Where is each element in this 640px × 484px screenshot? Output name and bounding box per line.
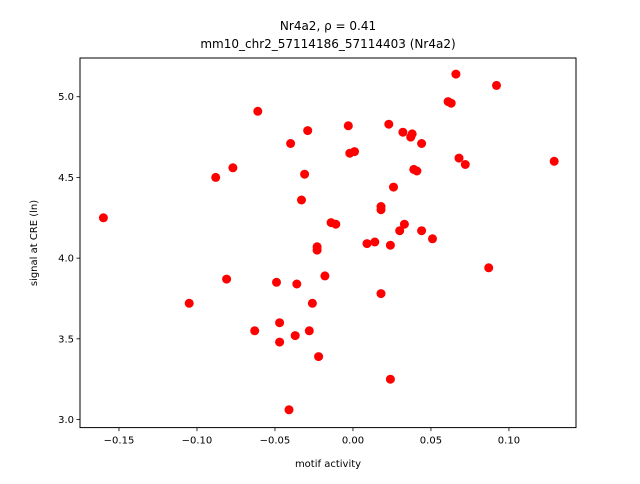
data-point bbox=[98, 213, 108, 223]
data-point bbox=[275, 337, 285, 347]
x-axis-label: motif activity bbox=[295, 459, 361, 470]
x-tick-label: −0.10 bbox=[182, 436, 213, 447]
data-point bbox=[290, 331, 300, 341]
data-point bbox=[407, 129, 417, 139]
data-point bbox=[275, 318, 285, 328]
data-point bbox=[376, 205, 386, 215]
data-point bbox=[384, 119, 394, 129]
data-point bbox=[454, 153, 464, 163]
y-tick-label: 3.5 bbox=[58, 334, 74, 345]
data-point bbox=[350, 147, 359, 157]
data-point bbox=[253, 106, 263, 116]
data-point bbox=[362, 239, 372, 249]
data-point bbox=[412, 166, 422, 176]
data-point bbox=[385, 240, 395, 250]
data-point bbox=[312, 245, 322, 255]
data-point bbox=[184, 298, 194, 308]
plot-frame bbox=[79, 57, 577, 429]
data-point bbox=[370, 237, 380, 247]
data-point bbox=[399, 219, 409, 229]
data-point bbox=[228, 163, 238, 173]
data-point bbox=[376, 289, 386, 299]
data-point bbox=[250, 326, 260, 336]
data-point bbox=[284, 405, 294, 415]
x-axis-ticks: −0.15 −0.10 −0.05 0.00 0.05 0.10 bbox=[104, 427, 520, 447]
y-tick-label: 5.0 bbox=[58, 92, 74, 103]
data-point bbox=[286, 139, 296, 148]
x-tick-label: −0.05 bbox=[260, 436, 291, 447]
data-point bbox=[446, 98, 456, 108]
y-tick-label: 3.0 bbox=[58, 415, 74, 426]
data-point bbox=[492, 80, 501, 90]
data-point bbox=[222, 274, 232, 284]
y-tick-label: 4.5 bbox=[58, 173, 74, 184]
data-point bbox=[292, 279, 302, 289]
y-axis-ticks: 3.0 3.5 4.0 4.5 5.0 bbox=[58, 92, 80, 426]
data-point bbox=[314, 352, 324, 362]
data-point bbox=[297, 195, 306, 205]
data-point bbox=[428, 234, 437, 244]
data-point bbox=[385, 374, 395, 384]
x-tick-label: 0.05 bbox=[420, 436, 442, 447]
data-point bbox=[389, 182, 398, 192]
data-point bbox=[303, 126, 313, 136]
data-point bbox=[398, 127, 408, 137]
chart-title-line2: mm10_chr2_57114186_57114403 (Nr4a2) bbox=[200, 37, 455, 51]
data-points-group bbox=[98, 69, 559, 415]
x-tick-label: 0.10 bbox=[498, 436, 520, 447]
data-point bbox=[549, 156, 559, 166]
data-point bbox=[320, 271, 330, 281]
data-point bbox=[343, 121, 353, 131]
data-point bbox=[417, 139, 427, 148]
data-point bbox=[304, 326, 314, 336]
data-point bbox=[484, 263, 494, 273]
x-tick-label: −0.15 bbox=[104, 436, 135, 447]
data-point bbox=[300, 169, 310, 179]
data-point bbox=[272, 277, 281, 287]
data-point bbox=[211, 172, 221, 182]
x-tick-label: 0.00 bbox=[342, 436, 364, 447]
data-point bbox=[460, 160, 470, 169]
data-point bbox=[307, 298, 317, 308]
data-point bbox=[331, 219, 341, 229]
y-tick-label: 4.0 bbox=[58, 254, 74, 265]
data-point bbox=[417, 226, 427, 236]
data-point bbox=[451, 69, 461, 79]
y-axis-label: signal at CRE (ln) bbox=[29, 200, 40, 286]
data-point bbox=[395, 226, 405, 236]
chart-title-line1: Nr4a2, ρ = 0.41 bbox=[280, 19, 376, 33]
